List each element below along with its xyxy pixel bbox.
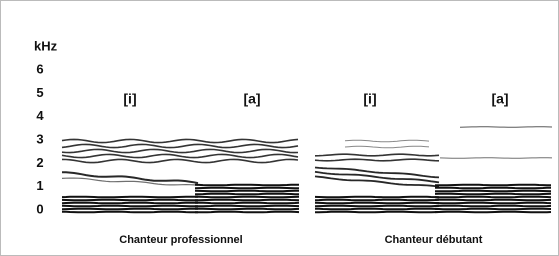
y-tick-label: 6	[36, 61, 43, 76]
panel-caption: Chanteur professionnel	[119, 234, 242, 246]
vowel-label: [a]	[243, 91, 260, 107]
formant-trace	[195, 185, 299, 186]
y-axis-label: kHz	[34, 38, 58, 53]
formant-trace	[435, 185, 551, 186]
formant-trace	[435, 197, 551, 198]
formant-trace	[435, 188, 551, 189]
formant-trace	[435, 203, 551, 204]
y-tick-label: 1	[36, 178, 43, 193]
formant-trace	[195, 203, 299, 204]
vowel-label: [i]	[123, 91, 136, 107]
formant-trace	[195, 194, 299, 195]
formant-trace	[195, 209, 299, 210]
formant-trace	[315, 200, 439, 201]
y-tick-label: 4	[36, 108, 44, 123]
formant-trace	[195, 197, 299, 198]
y-tick-label: 2	[36, 155, 43, 170]
y-tick-label: 5	[36, 85, 43, 100]
formant-trace	[62, 197, 198, 198]
formant-trace	[435, 200, 551, 201]
panel-caption: Chanteur débutant	[385, 234, 483, 246]
formant-trace	[195, 212, 299, 213]
formant-trace	[195, 188, 299, 189]
formant-trace	[315, 209, 439, 210]
formant-trace	[62, 200, 198, 201]
vowel-label: [a]	[491, 91, 508, 107]
formant-trace	[315, 203, 439, 204]
frame	[1, 1, 559, 256]
formant-trace	[435, 209, 551, 210]
formant-trace	[195, 191, 299, 192]
formant-trace	[435, 212, 551, 213]
formant-trace	[435, 191, 551, 192]
formant-trace	[195, 200, 299, 201]
y-tick-label: 3	[36, 131, 43, 146]
formant-trace	[195, 206, 299, 207]
formant-trace	[315, 206, 439, 207]
formant-trace	[435, 194, 551, 195]
figure: kHz 0 1 2 3 4 5 6 [i] [a] Chanteur professionnel […	[0, 0, 559, 256]
vowel-label: [i]	[363, 91, 376, 107]
formant-trace	[62, 209, 198, 210]
y-tick-label: 0	[36, 201, 43, 216]
formant-trace	[62, 206, 198, 207]
formant-trace	[62, 203, 198, 204]
formant-trace	[315, 212, 439, 213]
formant-trace	[315, 197, 439, 198]
formant-trace	[62, 212, 198, 213]
formant-trace	[435, 206, 551, 207]
